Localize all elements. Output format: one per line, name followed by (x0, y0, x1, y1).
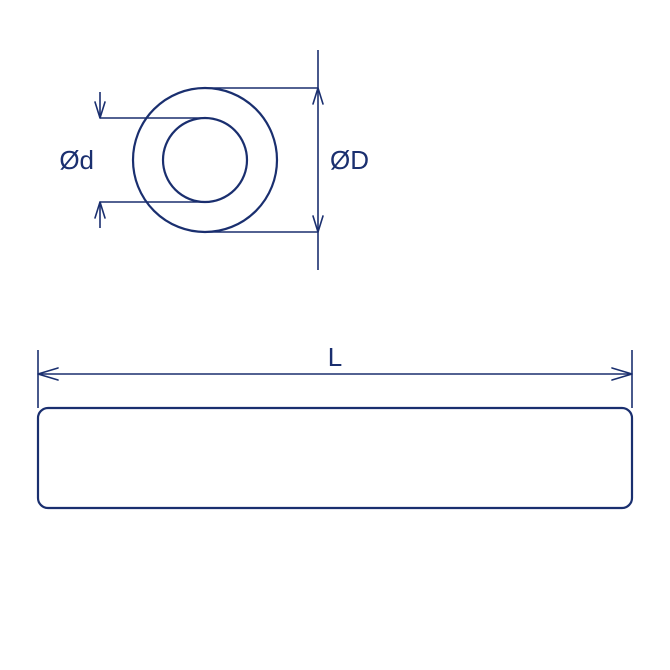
technical-drawing: Ød ØD L (0, 0, 670, 670)
outer-circle (133, 88, 277, 232)
label-length: L (328, 342, 342, 372)
end-view: Ød ØD (59, 50, 369, 270)
inner-circle (163, 118, 247, 202)
label-inner-diameter: Ød (59, 145, 94, 175)
label-outer-diameter: ØD (330, 145, 369, 175)
side-view: L (38, 342, 632, 508)
tube-side-profile (38, 408, 632, 508)
